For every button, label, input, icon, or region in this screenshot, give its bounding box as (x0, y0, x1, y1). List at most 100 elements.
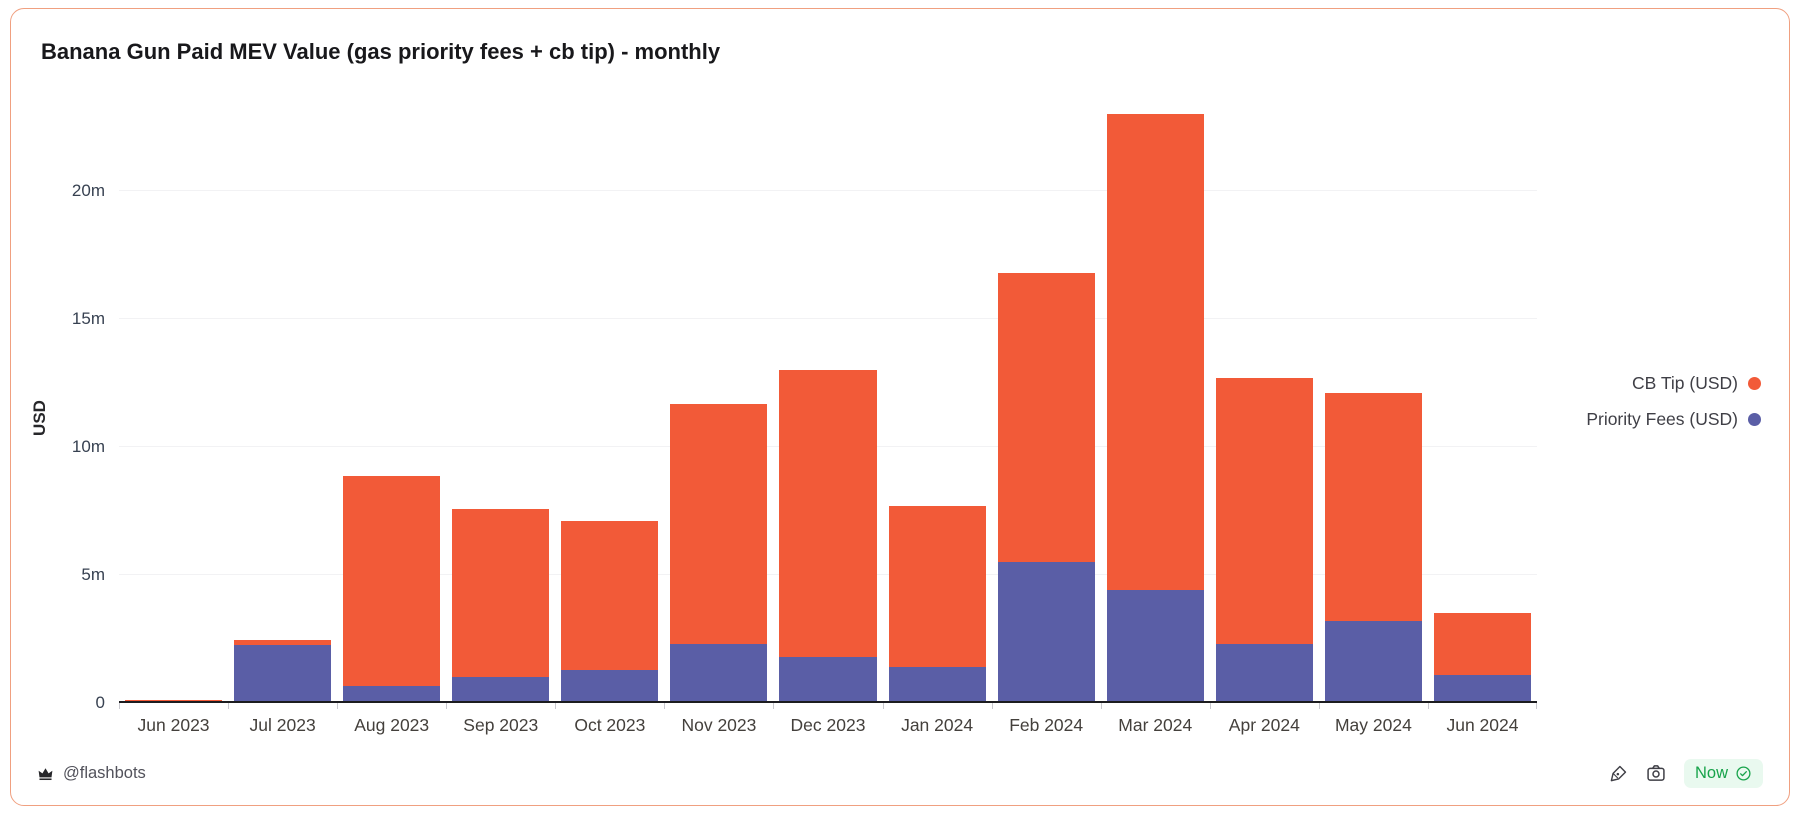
x-tickmark (228, 703, 230, 709)
bar-stack (670, 99, 768, 703)
bar-dec-2023[interactable] (773, 99, 882, 703)
x-tickmark (1100, 703, 1102, 709)
bar-stack (997, 99, 1095, 703)
bar-nov-2023[interactable] (664, 99, 773, 703)
chart-title: Banana Gun Paid MEV Value (gas priority … (41, 39, 721, 64)
gridline (119, 190, 1537, 192)
bar-stack (1215, 99, 1313, 703)
bar-stack (1106, 99, 1204, 703)
x-axis-label: Sep 2023 (463, 715, 539, 735)
y-axis-ticks: 0 5m 10m 15m 20m (55, 99, 119, 712)
bar-segment-cb-tip-usd[interactable] (1106, 114, 1204, 591)
x-axis-label: Oct 2023 (574, 715, 646, 735)
x-tickmark (119, 703, 120, 709)
y-tick-label: 15m (71, 309, 105, 329)
x-axis-label: May 2024 (1334, 715, 1412, 735)
y-tick-label: 10m (71, 437, 105, 457)
x-axis-label: Nov 2023 (681, 715, 757, 735)
x-axis-label: Mar 2024 (1118, 715, 1193, 735)
bar-segment-priority-fees-usd[interactable] (1215, 644, 1313, 703)
plot-area (119, 99, 1537, 709)
bar-segment-priority-fees-usd[interactable] (561, 669, 659, 703)
footer: @flashbots Now (11, 753, 1789, 805)
bar-segment-cb-tip-usd[interactable] (1324, 393, 1422, 622)
bar-segment-priority-fees-usd[interactable] (670, 644, 768, 703)
bar-aug-2023[interactable] (337, 99, 446, 703)
attribution-link[interactable]: @flashbots (37, 764, 146, 783)
bar-stack (452, 99, 550, 703)
y-axis-title: USD (30, 399, 49, 436)
crown-icon (37, 765, 54, 782)
x-axis-label: Jan 2024 (901, 715, 974, 735)
bar-stack (779, 99, 877, 703)
bar-segment-priority-fees-usd[interactable] (234, 645, 332, 703)
legend-item-cb-tip-usd[interactable]: CB Tip (USD) (1537, 373, 1761, 394)
gridline (119, 318, 1537, 320)
legend: CB Tip (USD) Priority Fees (USD) (1537, 99, 1789, 703)
bar-segment-cb-tip-usd[interactable] (888, 505, 986, 668)
bar-segment-cb-tip-usd[interactable] (125, 700, 223, 702)
bar-jun-2024[interactable] (1428, 99, 1537, 703)
bar-jun-2023[interactable] (119, 99, 228, 703)
x-tickmark (1536, 703, 1537, 709)
bar-segment-priority-fees-usd[interactable] (997, 562, 1095, 703)
bar-mar-2024[interactable] (1101, 99, 1210, 703)
x-axis-label: Feb 2024 (1009, 715, 1084, 735)
refresh-status-badge[interactable]: Now (1683, 758, 1763, 788)
bar-stack (1324, 99, 1422, 703)
bar-segment-priority-fees-usd[interactable] (888, 667, 986, 703)
refresh-status-label: Now (1694, 763, 1728, 782)
x-axis-label: Apr 2024 (1228, 715, 1300, 735)
legend-item-priority-fees-usd[interactable]: Priority Fees (USD) (1537, 409, 1761, 430)
x-tickmark (664, 703, 666, 709)
bar-oct-2023[interactable] (555, 99, 664, 703)
bar-segment-cb-tip-usd[interactable] (452, 508, 550, 678)
y-tick-label: 5m (81, 565, 105, 585)
bar-segment-cb-tip-usd[interactable] (343, 476, 441, 686)
x-tickmark (555, 703, 557, 709)
bar-apr-2024[interactable] (1210, 99, 1319, 703)
bar-feb-2024[interactable] (992, 99, 1101, 703)
y-tick-label: 20m (71, 181, 105, 201)
plot-column: Jun 2023 Jul 2023 Aug 2023 Sep 2023 Oct 2023… (119, 99, 1537, 736)
x-tickmark (773, 703, 775, 709)
bar-segment-priority-fees-usd[interactable] (1433, 674, 1532, 703)
bar-segment-priority-fees-usd[interactable] (1324, 621, 1422, 703)
pen-icon[interactable] (1609, 764, 1628, 783)
x-axis-label: Jul 2023 (249, 715, 316, 735)
bar-segment-priority-fees-usd[interactable] (452, 677, 550, 703)
bar-segment-cb-tip-usd[interactable] (561, 521, 659, 670)
attribution-handle: @flashbots (63, 763, 146, 782)
x-axis-line (119, 701, 1537, 703)
bar-segment-priority-fees-usd[interactable] (1106, 590, 1204, 703)
x-axis-label: Dec 2023 (790, 715, 866, 735)
bar-segment-cb-tip-usd[interactable] (1215, 377, 1313, 645)
x-tickmark (337, 703, 339, 709)
bar-sep-2023[interactable] (446, 99, 555, 703)
bar-segment-cb-tip-usd[interactable] (997, 273, 1095, 563)
bar-segment-cb-tip-usd[interactable] (234, 640, 332, 646)
x-tickmark (991, 703, 993, 709)
bars (119, 99, 1537, 703)
bar-segment-cb-tip-usd[interactable] (1433, 613, 1532, 675)
bar-jul-2023[interactable] (228, 99, 337, 703)
bar-jan-2024[interactable] (883, 99, 992, 703)
x-tickmark (1427, 703, 1429, 709)
legend-dot (1748, 412, 1761, 426)
camera-icon[interactable] (1646, 763, 1666, 783)
check-circle-icon (1735, 765, 1752, 782)
bar-segment-priority-fees-usd[interactable] (779, 656, 877, 703)
footer-actions: Now (1609, 758, 1763, 788)
bar-stack (1433, 99, 1532, 703)
legend-dot (1748, 376, 1761, 390)
chart-area: USD 0 5m 10m 15m 20m Jun 2023 Jul 2023 Aug 202… (11, 99, 1789, 736)
x-tickmark (882, 703, 884, 709)
bar-stack (125, 99, 223, 703)
chart-card: Banana Gun Paid MEV Value (gas priority … (10, 8, 1790, 806)
bar-stack (343, 99, 441, 703)
bar-may-2024[interactable] (1319, 99, 1428, 703)
bar-segment-cb-tip-usd[interactable] (670, 403, 768, 645)
bar-segment-cb-tip-usd[interactable] (779, 370, 877, 657)
bar-segment-priority-fees-usd[interactable] (343, 685, 441, 703)
x-tickmark (1318, 703, 1320, 709)
